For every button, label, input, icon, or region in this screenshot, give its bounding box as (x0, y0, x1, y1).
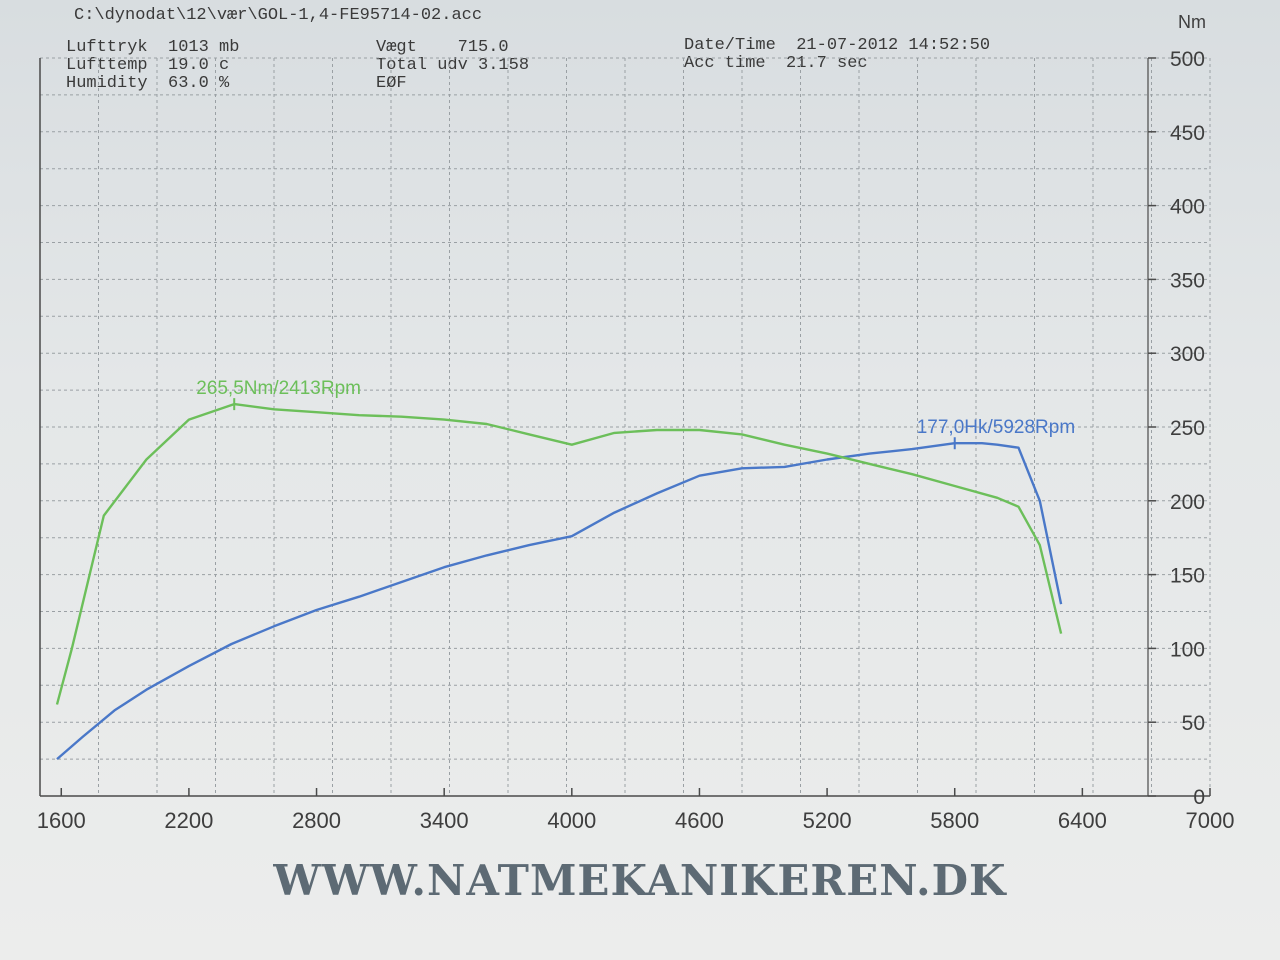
acc-time: Acc time 21.7 sec (684, 54, 868, 73)
y-tick-label: 0 (1193, 786, 1205, 809)
x-tick-label: 5800 (930, 808, 979, 833)
y-tick-label: 50 (1182, 712, 1205, 735)
file-path: C:\dynodat\12\vær\GOL-1,4-FE95714-02.acc (74, 6, 483, 25)
humidity: Humidity 63.0 % (66, 74, 230, 93)
y-axis-unit-label: Nm (1178, 12, 1206, 32)
website-logo: WWW.NATMEKANIKEREN.DK (273, 856, 1007, 905)
torque-peak-label: 265,5Nm/2413Rpm (196, 378, 361, 399)
x-tick-label: 2800 (292, 808, 341, 833)
y-tick-label: 250 (1170, 417, 1205, 440)
y-tick-label: 300 (1170, 343, 1205, 366)
x-tick-label: 5200 (803, 808, 852, 833)
air-pressure: Lufttryk 1013 mb (66, 38, 240, 57)
y-tick-label: 150 (1170, 565, 1205, 588)
x-tick-label: 1600 (37, 808, 86, 833)
torque-curve (55, 402, 1063, 705)
y-tick-label: 400 (1170, 196, 1205, 219)
air-temperature: Lufttemp 19.0 c (66, 56, 230, 75)
x-tick-label: 7000 (1186, 808, 1235, 833)
x-tick-label: 3400 (420, 808, 469, 833)
x-tick-label: 4600 (675, 808, 724, 833)
y-tick-label: 200 (1170, 491, 1205, 514)
date-time: Date/Time 21-07-2012 14:52:50 (684, 36, 991, 55)
weight: Vægt 715.0 (376, 38, 509, 57)
x-tick-label: 6400 (1058, 808, 1107, 833)
total-gear-ratio: Total udv 3.158 (376, 56, 530, 75)
x-tick-label: 4000 (547, 808, 596, 833)
power-peak-label: 177,0Hk/5928Rpm (917, 417, 1075, 438)
y-tick-label: 500 (1170, 48, 1205, 71)
y-tick-label: 350 (1170, 269, 1205, 292)
y-tick-label: 100 (1170, 638, 1205, 661)
y-tick-label: 450 (1170, 122, 1205, 145)
x-tick-label: 2200 (164, 808, 213, 833)
power-curve (56, 442, 1063, 761)
